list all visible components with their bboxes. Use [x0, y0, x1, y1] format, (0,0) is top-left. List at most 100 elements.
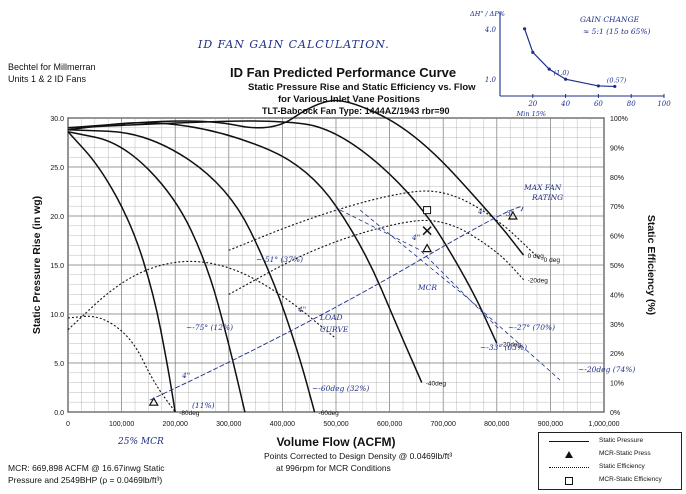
- y2-tick-label: 30%: [610, 322, 624, 329]
- efficiency-curve-7: [228, 190, 541, 260]
- vane-angle-label: ~-60deg (32%): [312, 384, 369, 393]
- inset-point-label: (1.0): [554, 69, 570, 77]
- inset-point: [596, 84, 601, 88]
- inset-point: [531, 50, 535, 54]
- legend-item-mcr-static-efficiency: MCR-Static Efficiency: [543, 476, 677, 486]
- handwritten-title: ID FAN GAIN CALCULATION.: [198, 38, 390, 51]
- mcr-label: MCR: [417, 283, 437, 292]
- x-tick-label: 600,000: [377, 421, 402, 428]
- y2-tick-label: 100%: [610, 116, 628, 123]
- inset-x-tick-label: 60: [594, 100, 603, 108]
- x-axis-label: Volume Flow (ACFM): [276, 435, 395, 449]
- curve-label: 0 deg: [528, 253, 545, 260]
- y2-tick-label: 70%: [610, 204, 624, 211]
- x-tick-label: 700,000: [431, 421, 456, 428]
- inset-x-tick-label: 40: [560, 100, 570, 108]
- legend-label: Static Efficiency: [599, 463, 645, 470]
- y2-tick-label: 40%: [610, 292, 624, 299]
- gain-change-label: GAIN CHANGE: [580, 15, 640, 24]
- y-tick-label: 5.0: [54, 361, 64, 368]
- annotation-line: [359, 209, 561, 381]
- chart-title: ID Fan Predicted Performance Curve: [230, 65, 457, 80]
- inset-y-label: ΔH" / ΔP%: [469, 10, 505, 18]
- y-tick-label: 0.0: [54, 410, 64, 417]
- inset-point: [613, 84, 617, 89]
- chart-subtitle-2: for Various Inlet Vane Positions: [278, 94, 421, 105]
- vane-angle-label: ~-27° (70%): [508, 323, 555, 332]
- y2-tick-label: 90%: [610, 145, 624, 152]
- y-tick-label: 15.0: [50, 263, 64, 270]
- mcr-bottom-label: 25% MCR: [117, 437, 164, 447]
- legend-label: MCR-Static Press: [599, 450, 651, 457]
- inset-chart: 20 40 60 80 100 1.0 4.0 ΔH" / ΔP% (1.0) (0.57) Min…: [469, 10, 671, 118]
- curve-label: -20deg: [528, 278, 549, 285]
- y-tick-label: 30.0: [50, 116, 64, 123]
- pressure-curve-5: [67, 99, 525, 256]
- chart-subtitle-3: TLT-Babcock Fan Type: 1444AZ/1943 rbr=90: [262, 106, 450, 116]
- legend-square-icon: [565, 477, 573, 485]
- density-note-2: at 996rpm for MCR Conditions: [276, 463, 391, 473]
- pressure-curve-2: [67, 129, 316, 413]
- inset-curve: [524, 28, 615, 88]
- curve-label: -20deg: [501, 341, 522, 348]
- pressure-curve-1: [67, 130, 246, 413]
- annotation-line: [339, 209, 501, 331]
- header-line-2: Units 1 & 2 ID Fans: [8, 74, 87, 84]
- mcr-note-line-2: Pressure and 2549BHP (ρ = 0.0469lb/ft³): [8, 475, 163, 485]
- x-tick-label: 500,000: [323, 421, 348, 428]
- inset-x-tick-label: 20: [527, 100, 537, 108]
- y2-tick-label: 0%: [610, 410, 620, 417]
- curve-label: 0 deg: [544, 257, 561, 264]
- x-tick-label: 0: [66, 421, 70, 428]
- data-point-triangle: [507, 210, 518, 220]
- delta-pressure-label: 3": [506, 209, 514, 218]
- density-note-1: Points Corrected to Design Density @ 0.0…: [264, 451, 453, 461]
- inset-point: [564, 77, 568, 81]
- y2-axis-label: Static Efficiency (%): [645, 215, 657, 315]
- data-point-triangle: [422, 243, 433, 253]
- data-point-triangle: [148, 396, 159, 406]
- vane-angle-label: ~-51° (37%): [256, 255, 303, 264]
- inset-min-label: Min 15%: [516, 110, 546, 118]
- y2-tick-label: 10%: [610, 381, 624, 388]
- y2-tick-label: 60%: [610, 234, 624, 241]
- legend-item-static-pressure: Static Pressure: [543, 437, 677, 447]
- y-tick-label: 10.0: [50, 312, 64, 319]
- y2-tick-label: 50%: [610, 263, 624, 270]
- delta-pressure-label: 4": [181, 371, 190, 380]
- chart-subtitle-1: Static Pressure Rise and Static Efficien…: [248, 82, 476, 93]
- legend-solid-line-icon: [549, 441, 589, 442]
- x-tick-label: 100,000: [109, 421, 134, 428]
- delta-pressure-label: 4": [477, 207, 486, 216]
- load-curve-label-2: CURVE: [320, 325, 349, 334]
- header-line-1: Bechtel for Millmerran: [8, 62, 96, 72]
- inset-y-tick-label: 1.0: [485, 76, 497, 84]
- chart-legend: Static Pressure MCR-Static Press Static …: [538, 432, 682, 490]
- legend-item-mcr-static-press: MCR-Static Press: [543, 450, 677, 460]
- inset-x-tick-label: 80: [627, 100, 636, 108]
- pressure-curve-0: [67, 131, 176, 413]
- max-fan-label: MAX FAN: [523, 183, 562, 192]
- mcr-note-line-1: MCR: 669,898 ACFM @ 16.67inwg Static: [8, 463, 165, 473]
- delta-pressure-label: 4": [411, 233, 420, 242]
- x-tick-label: 300,000: [216, 421, 241, 428]
- chart-series: -80deg -60deg -40deg -20deg 0 deg -20deg 0 deg: [67, 99, 561, 417]
- vane-angle-label: ~-75° (12%): [186, 323, 233, 332]
- inset-point-label: (0.57): [607, 76, 627, 84]
- y-tick-label: 20.0: [50, 214, 64, 221]
- x-tick-label: 800,000: [484, 421, 509, 428]
- x-tick-label: 400,000: [270, 421, 295, 428]
- curve-label: -40deg: [426, 381, 447, 388]
- legend-item-static-efficiency: Static Efficiency: [543, 463, 677, 473]
- legend-label: MCR-Static Efficiency: [599, 476, 662, 483]
- max-fan-label-2: RATING: [531, 193, 563, 202]
- inset-point: [547, 67, 551, 71]
- data-point-square: [423, 206, 432, 215]
- delta-pressure-label: 4": [297, 305, 306, 314]
- pressure-curve-4: [67, 120, 498, 344]
- y-axis-label: Static Pressure Rise (in wg): [31, 196, 43, 334]
- efficiency-curve-6: [228, 219, 525, 295]
- legend-dotted-line-icon: [549, 467, 589, 468]
